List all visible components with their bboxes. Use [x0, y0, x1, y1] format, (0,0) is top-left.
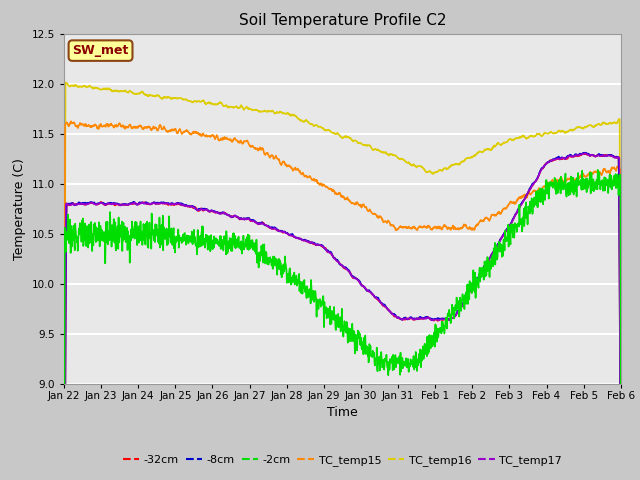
TC_temp16 — [378, 149, 385, 155]
TC_temp16 — [297, 118, 305, 124]
-8cm — [377, 300, 385, 305]
-32cm — [308, 240, 316, 246]
X-axis label: Time: Time — [327, 407, 358, 420]
-8cm — [296, 236, 304, 241]
Line: TC_temp15: TC_temp15 — [64, 121, 621, 480]
TC_temp17 — [296, 236, 304, 241]
-32cm — [296, 236, 304, 242]
TC_temp17 — [103, 201, 111, 207]
-8cm — [318, 242, 326, 248]
Title: Soil Temperature Profile C2: Soil Temperature Profile C2 — [239, 13, 446, 28]
-32cm — [126, 201, 134, 206]
Line: -32cm: -32cm — [64, 154, 621, 480]
-2cm — [126, 260, 134, 265]
-32cm — [103, 202, 111, 207]
Line: TC_temp16: TC_temp16 — [64, 83, 621, 480]
TC_temp16 — [104, 85, 111, 91]
Line: -8cm: -8cm — [64, 153, 621, 480]
TC_temp15 — [318, 181, 326, 187]
-2cm — [377, 356, 385, 362]
TC_temp17 — [581, 150, 589, 156]
-8cm — [581, 150, 589, 156]
Legend: -32cm, -8cm, -2cm, TC_temp15, TC_temp16, TC_temp17: -32cm, -8cm, -2cm, TC_temp15, TC_temp16,… — [118, 451, 566, 471]
-8cm — [126, 201, 134, 206]
-2cm — [103, 229, 111, 235]
TC_temp15 — [126, 122, 134, 128]
Line: TC_temp17: TC_temp17 — [64, 153, 621, 480]
Text: SW_met: SW_met — [72, 44, 129, 57]
TC_temp15 — [308, 177, 316, 183]
Y-axis label: Temperature (C): Temperature (C) — [13, 158, 26, 260]
TC_temp16 — [126, 88, 134, 94]
TC_temp17 — [318, 243, 326, 249]
-2cm — [617, 452, 625, 457]
TC_temp16 — [61, 80, 69, 85]
-8cm — [308, 240, 316, 245]
TC_temp17 — [126, 201, 134, 207]
-2cm — [308, 289, 316, 295]
-2cm — [296, 286, 304, 292]
TC_temp16 — [318, 125, 326, 131]
TC_temp15 — [297, 171, 305, 177]
TC_temp15 — [67, 119, 75, 124]
-8cm — [103, 201, 111, 206]
-2cm — [318, 302, 326, 308]
TC_temp15 — [104, 121, 111, 127]
-32cm — [318, 243, 326, 249]
TC_temp17 — [377, 300, 385, 306]
-32cm — [377, 300, 385, 305]
-2cm — [594, 167, 602, 173]
Line: -2cm: -2cm — [64, 170, 621, 480]
TC_temp17 — [308, 240, 316, 245]
-32cm — [582, 151, 589, 156]
TC_temp16 — [308, 121, 316, 127]
TC_temp15 — [378, 215, 385, 220]
